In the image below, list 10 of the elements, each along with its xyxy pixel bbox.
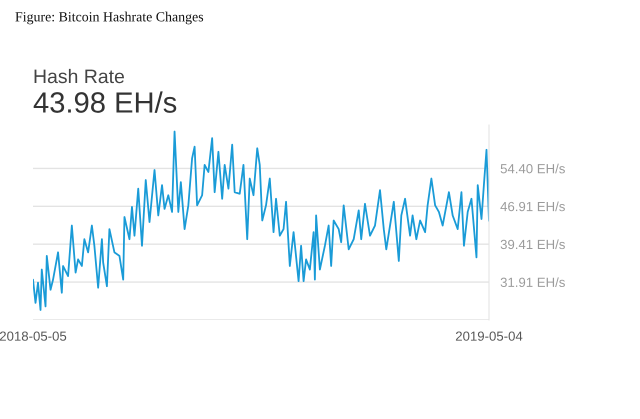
chart-subtitle: Hash Rate	[34, 68, 124, 84]
x-tick-label: 2019-05-04	[456, 331, 522, 341]
y-tick-label: 46.91 EH/s	[500, 202, 565, 212]
y-tick-label: 54.40 EH/s	[500, 164, 565, 174]
chart-title: Figure: Bitcoin Hashrate Changes	[15, 12, 204, 24]
line-series	[33, 130, 489, 311]
text: 43.98 EH/s	[34, 91, 176, 113]
x-tick-label: 2018-05-05	[0, 331, 66, 341]
y-tick-label: 31.91 EH/s	[500, 277, 565, 288]
y-tick-label: 39.41 EH/s	[500, 239, 565, 250]
